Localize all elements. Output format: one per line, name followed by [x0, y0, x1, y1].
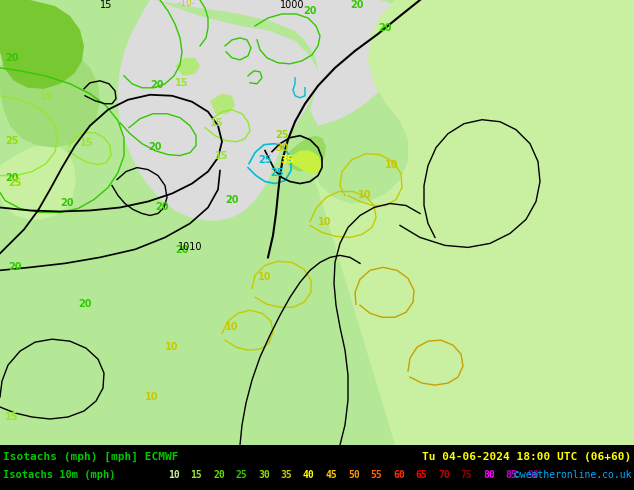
Text: Tu 04-06-2024 18:00 UTC (06+60): Tu 04-06-2024 18:00 UTC (06+60)	[422, 452, 631, 462]
Text: 25: 25	[5, 136, 18, 146]
Text: 55: 55	[370, 470, 382, 480]
Text: 20: 20	[60, 197, 74, 207]
Text: 35: 35	[280, 155, 294, 165]
Polygon shape	[210, 94, 235, 115]
Text: 10: 10	[165, 342, 179, 352]
Text: 20: 20	[78, 299, 91, 309]
Text: 30: 30	[258, 470, 269, 480]
Text: 10: 10	[258, 272, 271, 282]
Polygon shape	[118, 0, 318, 220]
Text: 50: 50	[348, 470, 359, 480]
Text: 15: 15	[5, 412, 18, 422]
Text: 90: 90	[528, 470, 540, 480]
Text: 85: 85	[505, 470, 517, 480]
Polygon shape	[0, 50, 100, 147]
Text: 20: 20	[8, 262, 22, 272]
Text: 20: 20	[5, 53, 18, 63]
Text: ©weatheronline.co.uk: ©weatheronline.co.uk	[514, 470, 631, 480]
Text: 75: 75	[460, 470, 472, 480]
Text: -10-: -10-	[178, 0, 196, 8]
Text: 80: 80	[483, 470, 495, 480]
Text: 10: 10	[225, 322, 238, 332]
Text: 15: 15	[100, 0, 112, 10]
Text: 25: 25	[258, 155, 271, 165]
Text: 40: 40	[303, 470, 314, 480]
Polygon shape	[0, 144, 76, 220]
Text: 70: 70	[438, 470, 450, 480]
Text: 15: 15	[40, 92, 53, 102]
Polygon shape	[312, 0, 634, 445]
Text: Isotachs (mph) [mph] ECMWF: Isotachs (mph) [mph] ECMWF	[3, 452, 179, 462]
Polygon shape	[0, 0, 84, 89]
Text: 10: 10	[385, 160, 399, 170]
Text: 30: 30	[275, 143, 288, 152]
Text: 20: 20	[155, 202, 169, 213]
Text: 15: 15	[190, 470, 202, 480]
Polygon shape	[292, 150, 322, 173]
Polygon shape	[285, 136, 326, 172]
Text: 15: 15	[80, 138, 93, 147]
Text: 20: 20	[150, 80, 164, 90]
Text: 20: 20	[5, 172, 18, 183]
Text: 20: 20	[148, 142, 162, 151]
Text: 15: 15	[210, 118, 224, 128]
Text: 20: 20	[350, 0, 363, 10]
Text: 10: 10	[168, 470, 180, 480]
Polygon shape	[155, 0, 415, 126]
Text: 20: 20	[303, 6, 316, 16]
Text: 60: 60	[393, 470, 404, 480]
Text: 65: 65	[415, 470, 427, 480]
Polygon shape	[430, 0, 634, 50]
Text: 25: 25	[270, 168, 283, 177]
Text: 1010: 1010	[178, 243, 202, 252]
Text: 20: 20	[225, 195, 238, 204]
Text: 10: 10	[358, 190, 372, 199]
Text: 20: 20	[213, 470, 224, 480]
Text: 25: 25	[8, 177, 22, 188]
Text: 15: 15	[215, 150, 228, 161]
Text: 20: 20	[378, 23, 392, 33]
Text: 35: 35	[280, 470, 292, 480]
Text: 1000: 1000	[280, 0, 304, 10]
Text: Isotachs 10m (mph): Isotachs 10m (mph)	[3, 470, 115, 480]
Text: 10: 10	[318, 218, 332, 227]
Text: 45: 45	[325, 470, 337, 480]
Text: 25: 25	[235, 470, 247, 480]
Polygon shape	[175, 58, 200, 76]
Text: 15: 15	[175, 78, 188, 88]
Text: 25: 25	[275, 130, 288, 140]
Text: 10: 10	[145, 392, 158, 402]
Text: 20: 20	[175, 245, 188, 255]
